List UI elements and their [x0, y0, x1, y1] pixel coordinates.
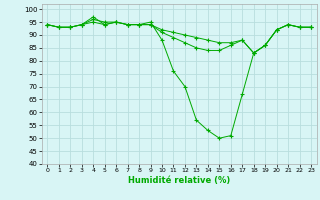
- X-axis label: Humidité relative (%): Humidité relative (%): [128, 176, 230, 185]
